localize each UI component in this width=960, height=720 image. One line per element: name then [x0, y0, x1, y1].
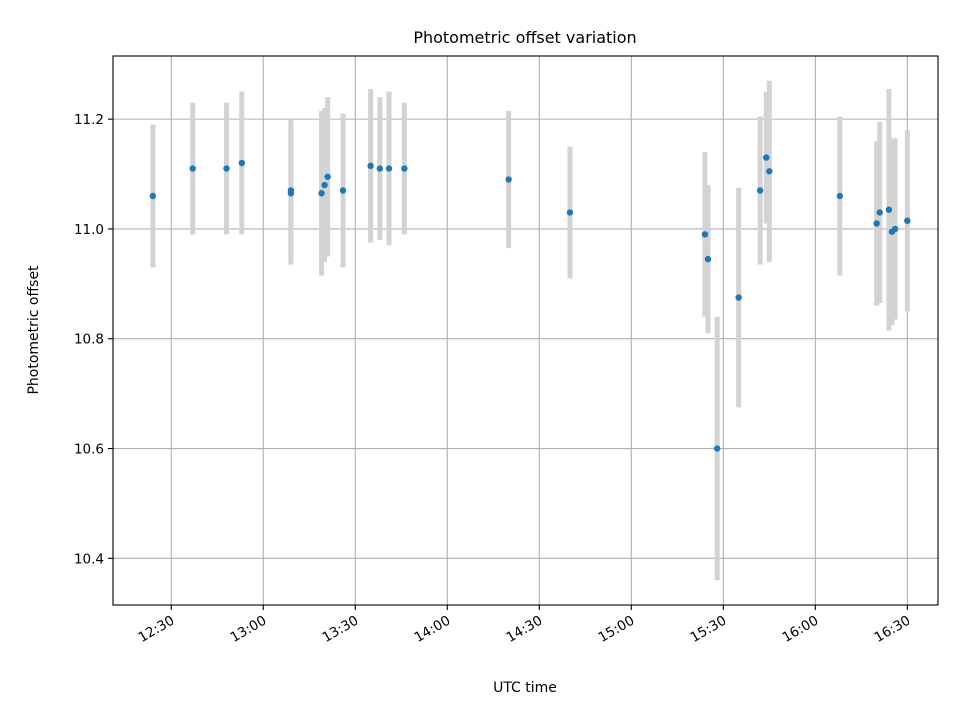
data-point	[339, 187, 347, 194]
data-point	[763, 154, 770, 161]
data-point	[704, 255, 712, 263]
data-point	[367, 162, 374, 169]
data-point	[566, 209, 574, 216]
x-tick-label: 14:00	[412, 613, 454, 646]
data-point	[149, 192, 157, 200]
data-point	[385, 165, 393, 172]
x-tick-label: 15:30	[688, 613, 730, 646]
data-point	[223, 165, 230, 172]
data-point	[766, 168, 773, 175]
data-points	[149, 154, 911, 452]
data-point	[735, 294, 742, 301]
data-point	[287, 190, 295, 197]
x-tick-label: 13:30	[320, 613, 362, 646]
data-point	[891, 225, 899, 233]
y-tick-label: 10.4	[74, 551, 104, 567]
x-tick-label: 12:30	[136, 613, 178, 646]
x-tick-label: 13:00	[228, 613, 270, 646]
x-tick-label: 16:00	[780, 613, 822, 646]
x-tick-label: 15:00	[596, 613, 638, 646]
y-tick-label: 11.0	[74, 222, 104, 238]
data-point	[904, 217, 911, 224]
y-axis-label: Photometric offset	[26, 265, 42, 395]
data-point	[401, 165, 408, 172]
x-tick-label: 14:30	[504, 613, 546, 646]
x-tick-label: 16:30	[872, 613, 914, 646]
plot-frame	[112, 55, 939, 606]
data-point	[701, 231, 709, 238]
chart-title: Photometric offset variation	[413, 28, 636, 47]
y-tick-label: 11.2	[74, 112, 104, 128]
axis-ticks: 12:30 13:00 13:30 14:00 14:30 15:00 15:30 16:00…	[74, 112, 913, 646]
data-point	[873, 220, 880, 227]
data-point	[836, 192, 844, 200]
data-point	[505, 176, 512, 183]
data-point	[756, 187, 764, 194]
x-axis-label: UTC time	[493, 680, 557, 696]
error-bars	[150, 80, 910, 581]
data-point	[713, 445, 721, 452]
data-point	[324, 173, 331, 180]
data-point	[238, 159, 246, 167]
data-point	[321, 181, 328, 189]
data-point	[885, 206, 893, 213]
data-point	[189, 165, 196, 172]
y-tick-label: 10.8	[74, 332, 104, 348]
data-point	[376, 165, 384, 172]
grid	[113, 56, 938, 605]
data-point	[876, 209, 883, 216]
y-tick-label: 10.6	[74, 442, 104, 458]
data-point	[318, 190, 325, 197]
